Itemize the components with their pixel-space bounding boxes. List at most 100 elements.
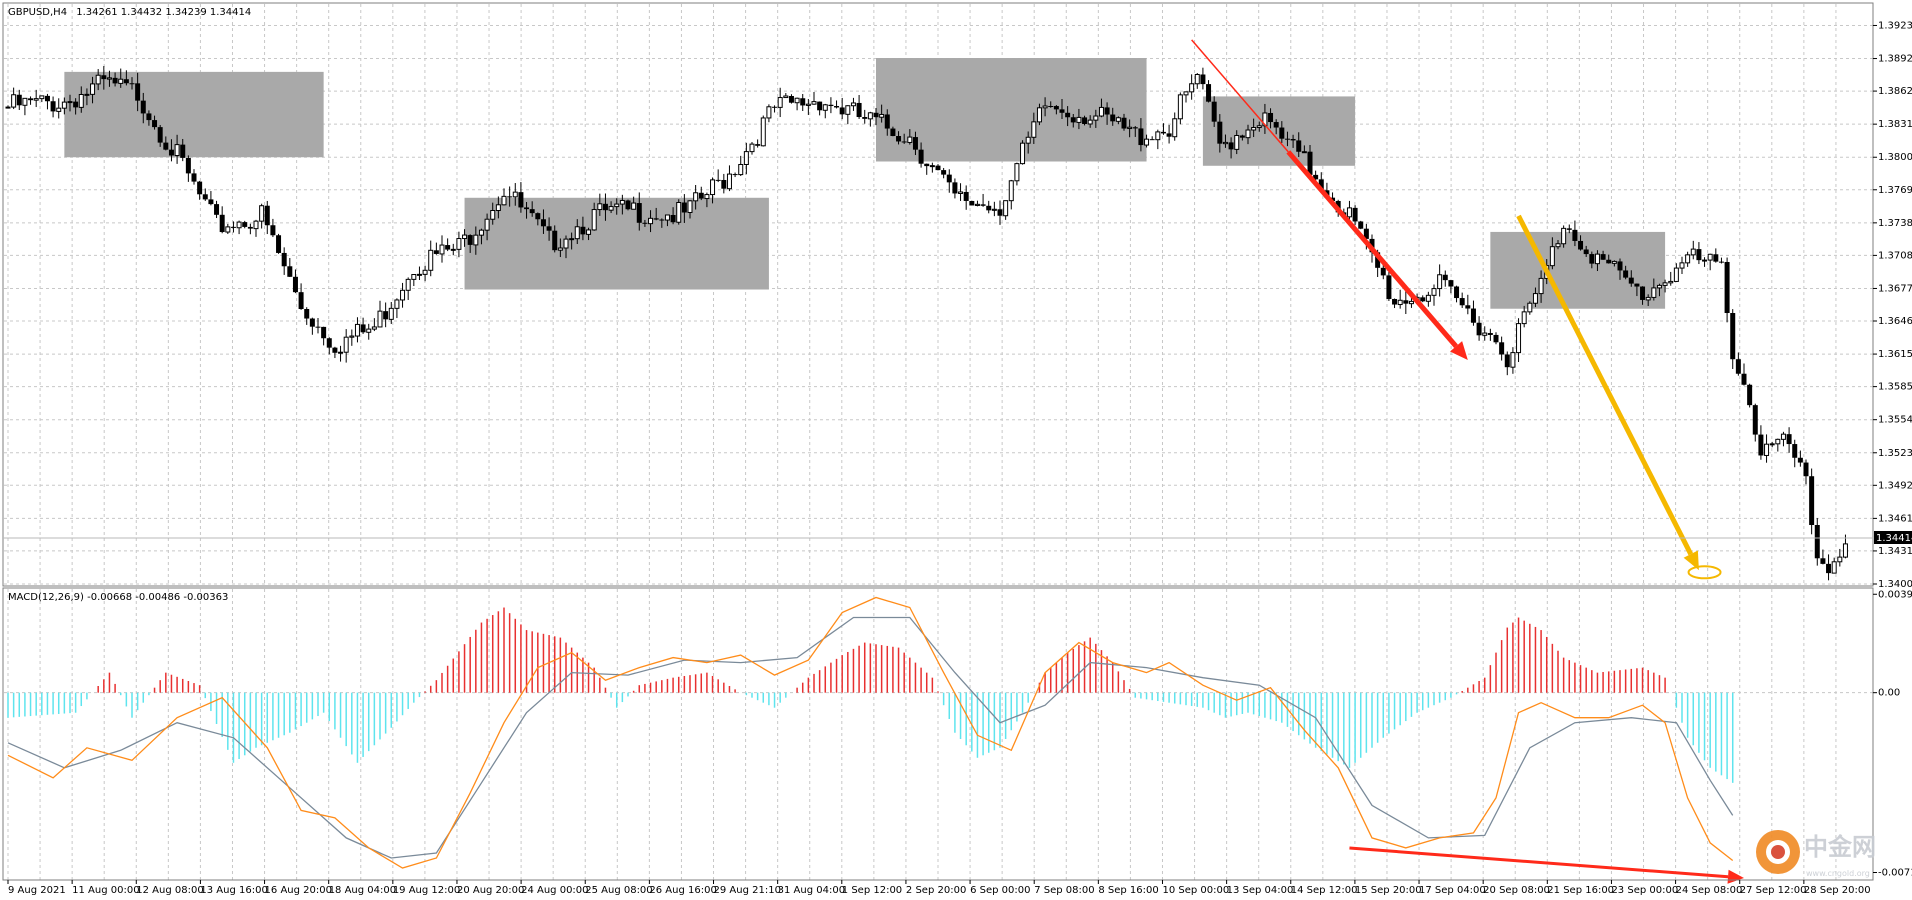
macd-tick-label: 0.00 [1878,688,1900,699]
candle-bull [1031,121,1037,138]
candle-bear [1375,252,1381,268]
candle-bull [22,97,28,106]
candle-bear [1504,354,1510,368]
time-tick-label: 15 Sep 20:00 [1355,885,1422,896]
candle-bear [230,226,236,228]
time-tick-label: 24 Aug 00:00 [521,885,588,896]
candle-bear [755,144,761,146]
candle-bear [529,209,535,214]
time-tick-label: 31 Aug 04:00 [778,885,845,896]
time-tick-label: 29 Aug 21:10 [714,885,781,896]
candle-bull [1831,561,1837,574]
candle-bear [123,79,129,84]
candle-bear [834,106,840,108]
candle-bear [952,182,958,194]
candle-bull [591,209,597,231]
time-tick-label: 23 Sep 00:00 [1611,885,1678,896]
candle-bear [197,181,203,195]
time-tick-label: 19 Aug 12:00 [393,885,460,896]
candle-bear [287,266,293,277]
candle-bull [1707,253,1713,261]
time-tick-label: 6 Sep 00:00 [970,885,1030,896]
candle-bear [1228,142,1234,150]
candle-bull [450,248,456,251]
macd-header: MACD(12,26,9) -0.00668 -0.00486 -0.00363 [8,592,228,603]
price-tick-label: 1.37080 [1878,250,1912,261]
candle-bear [276,235,282,253]
candle-bear [1110,114,1116,122]
candle-bear [1786,434,1792,445]
candle-bear [101,75,107,80]
candle-bear [1809,476,1815,526]
candle-bear [1217,121,1223,144]
price-tick-label: 1.38925 [1878,54,1912,65]
consolidation-zone [1490,231,1666,309]
candle-bull [338,351,344,354]
candle-bull [1155,131,1161,141]
candle-bear [1814,525,1820,559]
candle-bear [681,202,687,213]
candle-bull [377,310,383,328]
red-arrow-thin [1191,39,1289,153]
candle-bull [405,278,411,291]
time-tick-label: 13 Sep 04:00 [1227,885,1294,896]
candle-bull [1008,180,1014,202]
candle-bull [1234,134,1240,150]
candle-bear [1330,197,1336,201]
candle-bear [884,114,890,129]
candle-bear [1803,462,1809,477]
candle-bull [388,307,394,320]
candle-bear [800,98,806,106]
candle-bull [1842,543,1848,558]
macd-line [7,596,1734,869]
candle-bear [602,203,608,211]
time-tick-label: 27 Sep 12:00 [1740,885,1807,896]
price-tick-label: 1.36155 [1878,349,1912,360]
candle-bull [1245,129,1251,139]
candle-bull [1555,243,1561,248]
time-tick-label: 18 Aug 04:00 [329,885,396,896]
candle-bull [907,136,913,143]
candle-bear [315,326,321,328]
candle-bear [208,199,214,205]
candle-bull [794,97,800,104]
time-tick-label: 12 Aug 08:00 [136,885,203,896]
candle-bear [901,141,907,143]
candle-bear [1104,107,1110,115]
candle-bull [106,77,112,80]
candle-bull [1346,207,1352,218]
candle-bull [1251,127,1257,131]
candle-bull [1115,117,1121,122]
candle-bear [281,252,287,267]
candle-bear [653,218,659,220]
candle-bear [1211,101,1217,122]
candle-bear [185,157,191,174]
candle-bull [1437,274,1443,290]
candle-bear [1239,135,1245,138]
time-tick-label: 1 Sep 12:00 [842,885,902,896]
candle-bull [1189,83,1195,93]
candle-bear [1296,140,1302,152]
time-tick-label: 20 Sep 08:00 [1483,885,1550,896]
candle-bear [1470,308,1476,323]
candle-bear [1820,558,1826,564]
candle-bull [687,200,693,213]
candle-bear [1713,254,1719,262]
candle-bear [873,112,879,118]
candle-bull [174,144,180,157]
candle-bear [1459,298,1465,306]
consolidation-zone [64,71,324,158]
candle-bull [1098,106,1104,117]
candle-bull [1662,282,1668,286]
candle-bear [918,149,924,164]
candle-bear [44,95,50,102]
candle-bear [1487,333,1493,335]
candle-bull [1256,125,1262,129]
candle-bear [1059,109,1065,113]
candle-bull [1561,227,1567,245]
current-price-tag: 1.34414 [1874,531,1912,544]
candle-bull [343,336,349,353]
candle-bear [980,204,986,206]
